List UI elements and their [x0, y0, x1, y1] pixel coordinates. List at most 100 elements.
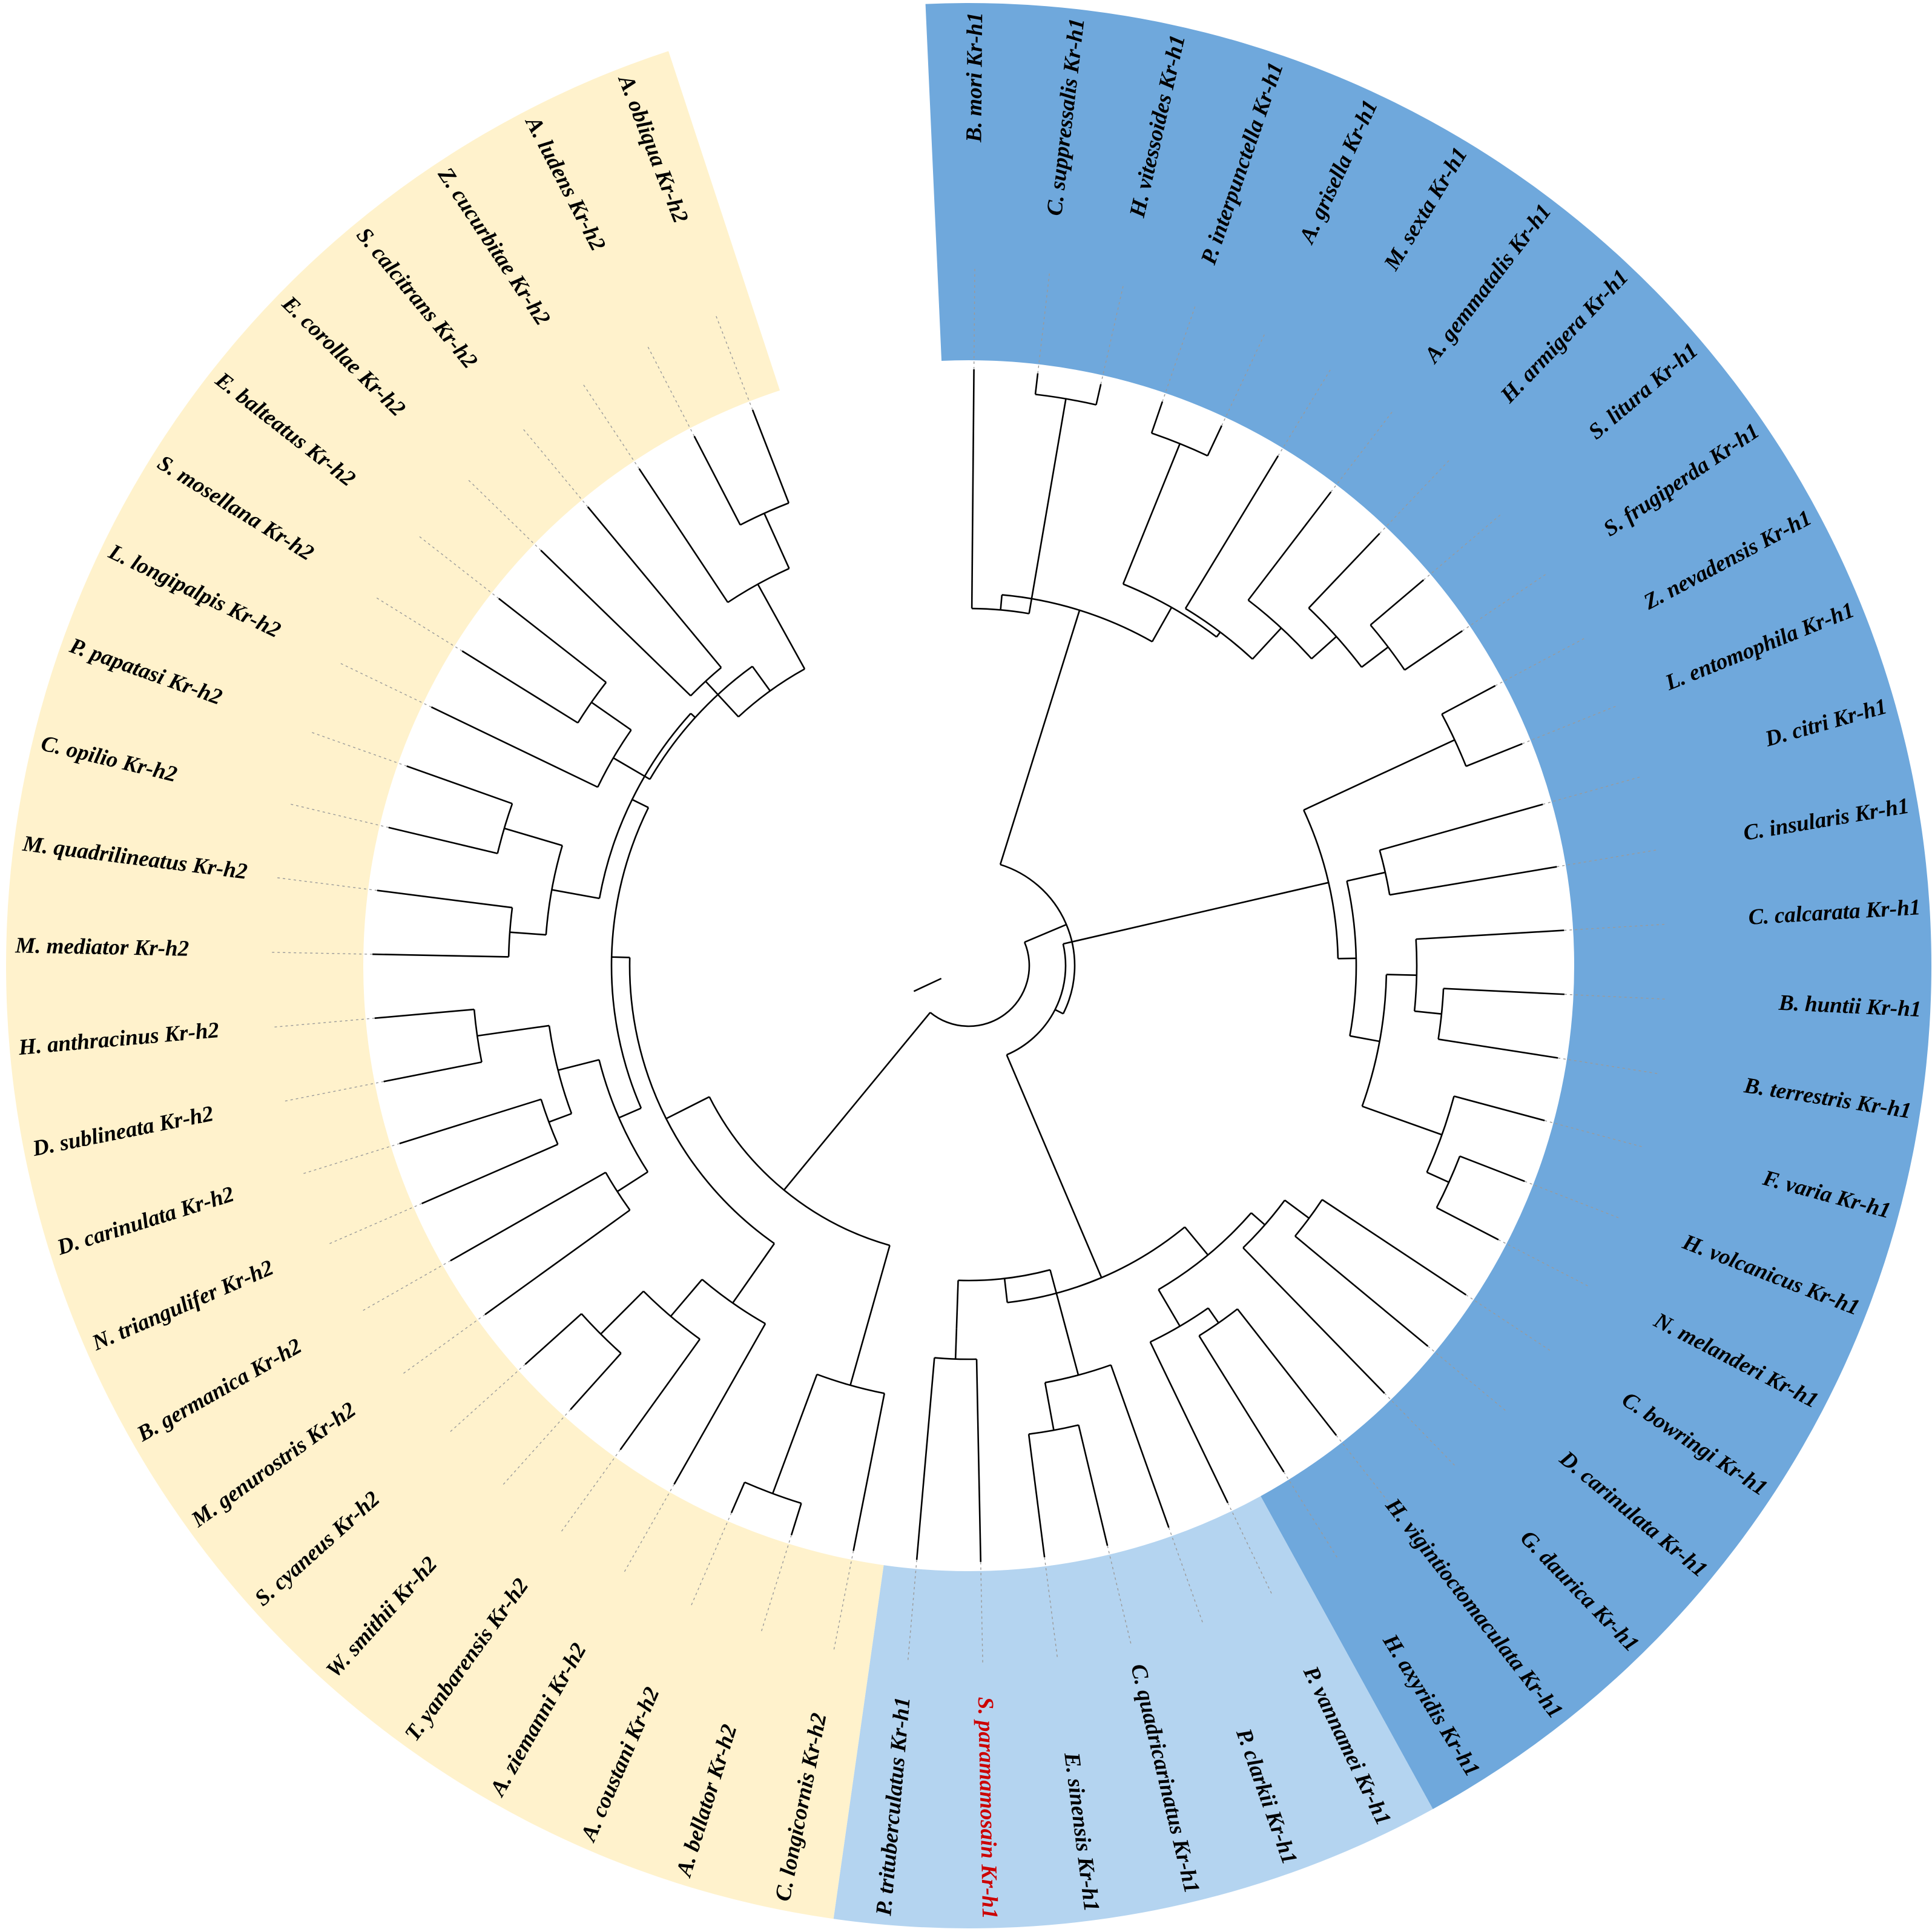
branch-line — [1149, 1341, 1229, 1503]
branch-line — [1416, 929, 1564, 940]
label-connector — [417, 535, 499, 599]
branch-line — [665, 1096, 710, 1119]
branch-line — [732, 1243, 776, 1304]
branch-line — [690, 713, 696, 718]
branch-line — [570, 1353, 622, 1411]
label-connector — [288, 803, 389, 828]
branch-arc — [610, 807, 650, 1109]
label-connector — [1283, 1471, 1339, 1560]
branch-arc — [727, 567, 790, 604]
branch-arc — [1426, 1096, 1455, 1173]
branch-line — [374, 1008, 475, 1019]
branch-line — [1236, 1308, 1337, 1436]
branch-line — [1122, 443, 1181, 585]
label-connector — [374, 596, 463, 651]
label-connector — [1037, 271, 1050, 374]
label-connector — [1462, 573, 1548, 631]
sector-kr-h1-crustacean — [833, 1496, 1433, 1928]
branch-arc — [540, 1099, 559, 1145]
branch-line — [670, 1279, 703, 1317]
branch-line — [971, 369, 975, 609]
branch-arc — [1185, 607, 1253, 660]
branch-line — [1308, 533, 1380, 609]
label-connector — [1044, 1557, 1058, 1660]
branch-arc — [816, 1373, 885, 1394]
branch-line — [1247, 491, 1332, 601]
label-connector — [973, 266, 975, 370]
label-connector — [1330, 410, 1394, 492]
tree-branches — [372, 369, 1564, 1562]
branch-line — [1362, 1105, 1443, 1136]
branch-arc — [929, 941, 1030, 1027]
branch-arc — [1007, 1226, 1185, 1304]
label-connector — [582, 383, 640, 469]
branch-line — [613, 757, 651, 780]
branch-line — [1459, 1155, 1525, 1182]
branch-line — [619, 1339, 701, 1451]
label-connector — [1162, 304, 1196, 402]
branch-line — [879, 1012, 931, 1074]
label-connector — [1525, 1181, 1621, 1219]
label-connector — [360, 1260, 451, 1312]
branch-line — [1158, 1289, 1181, 1327]
label-connector — [401, 1314, 486, 1376]
label-connector — [1423, 513, 1503, 581]
branch-line — [751, 409, 790, 504]
leaf-label: S. paramamosain Kr-h1 — [973, 1696, 1002, 1919]
branch-arc — [605, 1172, 631, 1211]
branch-arc — [1198, 1308, 1238, 1337]
label-connector — [501, 1409, 571, 1487]
label-connector — [760, 1535, 792, 1634]
branch-line — [757, 584, 806, 670]
branch-arc — [1035, 394, 1096, 406]
clade-sectors — [6, 3, 1931, 1928]
branch-arc — [1044, 1364, 1112, 1383]
branch-line — [461, 650, 579, 724]
branch-line — [524, 1313, 582, 1365]
leaf-label: B. mori Kr-h1 — [961, 12, 987, 143]
branch-line — [1024, 923, 1067, 943]
branch-line — [552, 889, 600, 900]
branch-arc — [690, 667, 722, 697]
label-connector — [1465, 1294, 1552, 1353]
branch-line — [1184, 1226, 1209, 1256]
label-connector — [301, 1143, 400, 1175]
branch-line — [587, 506, 722, 668]
branch-arc — [1361, 974, 1388, 1107]
label-connector — [327, 1203, 422, 1245]
label-connector — [832, 1551, 854, 1652]
branch-arc — [496, 803, 513, 854]
label-connector — [1100, 283, 1124, 384]
label-connector — [1498, 1239, 1591, 1288]
label-connector — [466, 478, 541, 551]
label-connector — [1495, 637, 1587, 687]
branch-line — [730, 1482, 746, 1514]
label-connector — [622, 1484, 675, 1574]
branch-line — [1078, 1425, 1109, 1546]
branch-line — [399, 1098, 542, 1144]
branch-line — [1370, 579, 1425, 626]
branch-line — [1426, 1172, 1449, 1183]
branch-line — [388, 826, 498, 854]
branch-line — [638, 468, 729, 603]
branch-line — [1294, 1235, 1429, 1347]
leaf-label: M. mediator Kr-h2 — [15, 933, 190, 961]
branch-line — [1414, 1010, 1442, 1015]
branch-line — [1063, 882, 1329, 945]
branch-line — [1003, 1278, 1008, 1303]
branch-line — [1350, 1035, 1380, 1043]
branch-line — [693, 435, 741, 526]
label-connector — [1564, 923, 1667, 931]
label-connector — [338, 662, 432, 708]
branch-line — [406, 765, 513, 805]
branch-line — [1044, 1382, 1055, 1431]
branch-line — [915, 1357, 935, 1560]
branch-line — [1006, 1054, 1103, 1278]
branch-arc — [597, 729, 632, 788]
label-connector — [521, 427, 589, 507]
branch-arc — [1001, 594, 1153, 642]
label-connector — [1543, 776, 1643, 805]
branch-line — [1034, 373, 1039, 395]
label-connector — [272, 1018, 375, 1028]
branch-line — [1337, 957, 1356, 960]
